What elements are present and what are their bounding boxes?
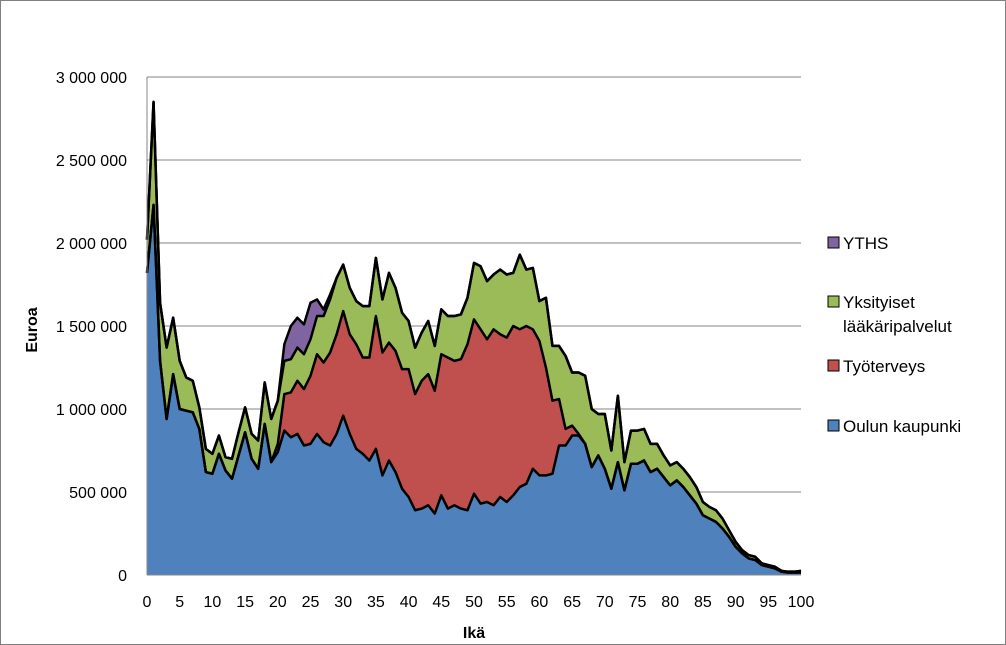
y-tick-labels: 0 500 000 1 000 000 1 500 000 2 000 000 2 500… [56,70,127,585]
area-yksityiset-l-k-ripalvelut [147,101,801,573]
x-tick-label: 25 [302,594,320,611]
y-tick-label: 1 500 000 [56,319,127,336]
x-tick-label: 40 [400,594,418,611]
x-tick-label: 90 [727,594,745,611]
x-tick-label: 30 [334,594,352,611]
y-axis-title: Euroa [24,307,41,352]
x-tick-label: 85 [694,594,712,611]
x-tick-label: 70 [596,594,614,611]
legend-label: YTHS [843,234,888,253]
area-series [145,100,802,575]
x-tick-label: 0 [143,594,152,611]
legend-swatch [827,295,840,308]
x-tick-label: 45 [432,594,450,611]
legend-entry: Yksityiset lääkäripalvelut [827,293,952,336]
y-tick-label: 500 000 [69,485,127,502]
x-tick-label: 95 [759,594,777,611]
area-ty-terveys [147,204,801,573]
legend-label: lääkäripalvelut [843,317,952,336]
x-tick-label: 55 [498,594,516,611]
x-tick-label: 100 [788,594,815,611]
x-tick-label: 65 [563,594,581,611]
legend-label: Oulun kaupunki [843,417,961,436]
legend-entry: YTHS [827,234,888,253]
x-tick-label: 20 [269,594,287,611]
series-outline [145,203,801,574]
legend-entry: Työterveys [827,357,925,376]
y-tick-label: 0 [118,568,127,585]
x-tick-label: 60 [531,594,549,611]
legend-label: Yksityiset [843,293,915,312]
x-tick-label: 35 [367,594,385,611]
y-tick-label: 2 000 000 [56,236,127,253]
legend-swatch [827,419,840,432]
x-tick-labels: 0 5 10 15 20 25 30 35 40 45 50 55 60 65 70 75 80 85 90 95 10… [143,594,815,611]
x-tick-label: 75 [629,594,647,611]
legend-swatch [827,359,840,372]
y-tick-label: 3 000 000 [56,70,127,87]
x-tick-label: 10 [204,594,222,611]
x-tick-label: 15 [236,594,254,611]
legend-entry: Oulun kaupunki [827,417,961,436]
legend-swatch [827,236,840,249]
x-tick-label: 5 [175,594,184,611]
x-tick-label: 80 [661,594,679,611]
x-tick-label: 50 [465,594,483,611]
y-tick-label: 1 000 000 [56,402,127,419]
legend-label: Työterveys [843,357,925,376]
x-axis-title: Ikä [463,625,485,642]
area-oulun-kaupunki [147,204,801,575]
series-outline [145,100,802,573]
axes [146,77,801,576]
legend: YTHS Yksityiset lääkäripalvelut Työterveys O… [827,234,961,436]
y-tick-label: 2 500 000 [56,153,127,170]
